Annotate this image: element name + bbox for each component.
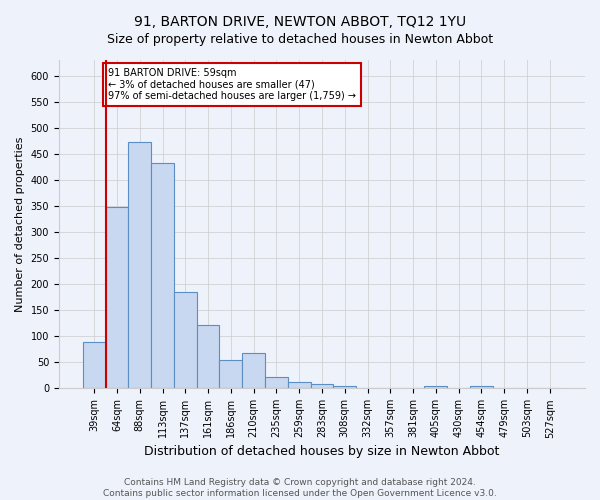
X-axis label: Distribution of detached houses by size in Newton Abbot: Distribution of detached houses by size … (144, 444, 500, 458)
Bar (265, 377, 288, 388)
Bar (151, 163, 174, 388)
Bar (242, 353, 265, 388)
Bar (334, 386, 356, 388)
Bar (220, 360, 242, 388)
Bar (424, 386, 447, 388)
Bar (174, 292, 197, 388)
Text: 91 BARTON DRIVE: 59sqm
← 3% of detached houses are smaller (47)
97% of semi-deta: 91 BARTON DRIVE: 59sqm ← 3% of detached … (108, 68, 356, 101)
Text: Contains HM Land Registry data © Crown copyright and database right 2024.
Contai: Contains HM Land Registry data © Crown c… (103, 478, 497, 498)
Bar (470, 386, 493, 388)
Text: Size of property relative to detached houses in Newton Abbot: Size of property relative to detached ho… (107, 32, 493, 46)
Bar (106, 207, 128, 388)
Bar (288, 382, 311, 388)
Bar (83, 342, 106, 388)
Bar (128, 142, 151, 388)
Text: 91, BARTON DRIVE, NEWTON ABBOT, TQ12 1YU: 91, BARTON DRIVE, NEWTON ABBOT, TQ12 1YU (134, 15, 466, 29)
Bar (311, 384, 334, 388)
Bar (197, 325, 220, 388)
Y-axis label: Number of detached properties: Number of detached properties (15, 136, 25, 312)
